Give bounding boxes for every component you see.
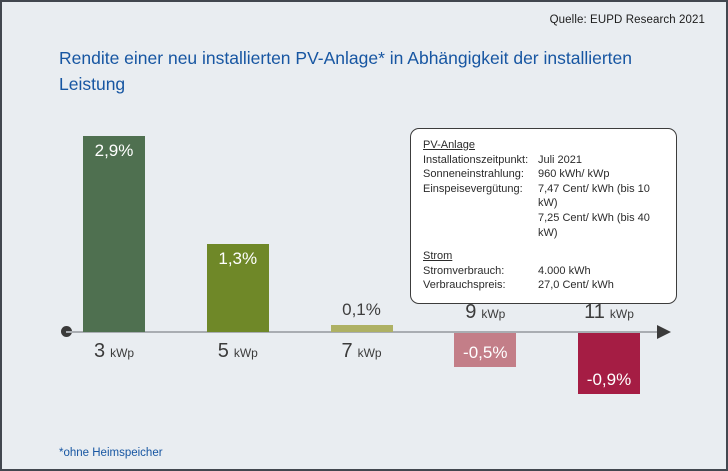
value-label: -0,9% <box>586 369 632 389</box>
category-number: 11 <box>584 301 605 323</box>
value-label: 2,9% <box>94 141 134 161</box>
info-row-label: Einspeisevergütung: <box>423 182 523 195</box>
bar-7-kwp <box>330 325 393 332</box>
info-section-heading: Strom <box>423 250 453 263</box>
category-label-3-kwp: 3 kWp <box>64 340 164 363</box>
category-label-7-kwp: 7 kWp <box>312 340 412 363</box>
axis-arrow-icon <box>657 325 671 339</box>
info-row: 7,25 Cent/ kWh (bis 40 kW) <box>423 211 664 240</box>
category-unit: kWp <box>110 346 135 360</box>
info-row: Installationszeitpunkt: Juli 2021 <box>423 153 664 168</box>
info-row-label: Verbrauchspreis: <box>423 279 506 292</box>
bar-11-kwp <box>578 333 640 394</box>
category-unit: kWp <box>233 346 258 360</box>
category-number: 7 <box>341 340 353 362</box>
info-row: Sonneneinstrahlung: 960 kWh/ kWp <box>423 167 664 182</box>
info-section: Strom Stromverbrauch: 4.000 kWh Verbrauchsp… <box>423 249 664 293</box>
category-unit: kWp <box>481 307 506 321</box>
info-row-value: 960 kWh/ kWp <box>538 168 610 181</box>
info-row-label: Installationszeitpunkt: <box>423 153 529 166</box>
info-row: Einspeisevergütung: 7,47 Cent/ kWh (bis 1… <box>423 182 664 211</box>
category-label-5-kwp: 5 kWp <box>188 340 288 363</box>
info-section: PV-Anlage Installationszeitpunkt: Juli 202… <box>423 138 664 240</box>
category-unit: kWp <box>609 307 634 321</box>
parameters-box: PV-Anlage Installationszeitpunkt: Juli 202… <box>410 128 677 304</box>
x-axis-line <box>66 331 658 333</box>
info-row-value: 4.000 kWh <box>538 264 591 277</box>
info-row-value: Juli 2021 <box>538 153 583 166</box>
category-label-11-kwp: 11 kWp <box>559 301 659 324</box>
info-row: Stromverbrauch: 4.000 kWh <box>423 264 664 279</box>
info-row-value: 7,47 Cent/ kWh (bis 10 kW) <box>538 182 650 210</box>
info-row-label: Sonneneinstrahlung: <box>423 168 524 181</box>
info-row-value: 7,25 Cent/ kWh (bis 40 kW) <box>538 211 650 239</box>
category-number: 9 <box>465 301 477 323</box>
category-number: 3 <box>93 340 106 362</box>
footnote: *ohne Heimspeicher <box>59 447 163 459</box>
category-unit: kWp <box>357 346 382 360</box>
category-label-9-kwp: 9 kWp <box>435 301 535 324</box>
info-row-label: Stromverbrauch: <box>423 264 505 277</box>
bar-5-kwp <box>206 244 269 332</box>
chart-title: Rendite einer neu installierten PV-Anlag… <box>59 48 633 94</box>
value-label: 1,3% <box>218 249 258 269</box>
info-section-heading: PV-Anlage <box>423 139 475 151</box>
info-row: Verbrauchspreis: 27,0 Cent/ kWh <box>423 278 664 293</box>
value-label: -0,5% <box>463 342 508 362</box>
category-number: 5 <box>217 340 229 362</box>
value-label: 0,1% <box>342 300 381 320</box>
bar-3-kwp <box>83 136 145 332</box>
bar-9-kwp <box>454 333 517 367</box>
info-row-label <box>423 211 538 240</box>
info-row-value: 27,0 Cent/ kWh <box>538 279 614 292</box>
source-credit: Quelle: EUPD Research 2021 <box>549 14 705 26</box>
